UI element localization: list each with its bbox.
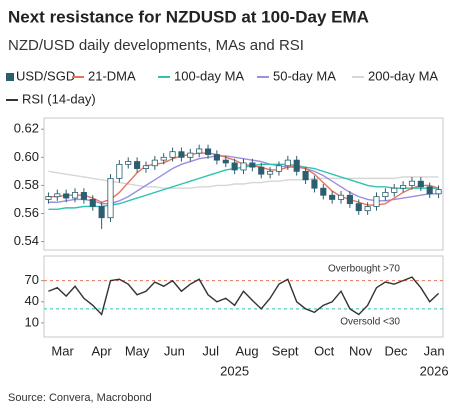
candle-body — [400, 185, 407, 189]
x-tick-label: Dec — [384, 343, 408, 358]
candle-body — [222, 159, 229, 164]
x-year-label: 2026 — [420, 363, 449, 378]
candle-body — [71, 192, 79, 199]
candle-body — [373, 196, 380, 207]
candle-body — [293, 159, 300, 172]
candle-body — [107, 177, 114, 219]
candle-body — [391, 187, 398, 193]
candle-body — [98, 206, 105, 219]
candle-body — [178, 151, 185, 158]
candle-body — [249, 162, 256, 168]
reference-label: Oversold <30 — [340, 316, 400, 327]
y-tick-label: 40 — [25, 293, 39, 308]
candle-body — [346, 194, 353, 205]
candle-body — [382, 192, 389, 198]
candle-body — [302, 170, 309, 181]
candle-body — [80, 192, 87, 200]
source: Source: Convera, Macrobond — [8, 392, 152, 404]
candle-body — [311, 179, 318, 189]
panel-frame — [43, 255, 444, 338]
candle-body — [267, 170, 274, 175]
legend-label: 50-day MA — [273, 68, 336, 83]
y-tick-label: 0.56 — [14, 205, 39, 220]
reference-label: Overbought >70 — [328, 263, 400, 274]
candle-body — [63, 193, 70, 199]
y-tick-label: 0.58 — [14, 177, 39, 192]
candle-body — [125, 161, 132, 165]
x-tick-label: Jul — [202, 343, 219, 358]
y-tick-label: 10 — [25, 314, 39, 329]
x-year-label: 2025 — [220, 363, 249, 378]
candle-body — [435, 189, 442, 195]
candle-body — [116, 163, 123, 179]
candle-body — [142, 165, 150, 169]
candle-body — [426, 186, 433, 195]
x-tick-label: Nov — [349, 343, 373, 358]
chart-subtitle: NZD/USD daily developments, MAs and RSI — [8, 37, 304, 54]
candle-body — [213, 154, 220, 161]
candle-body — [364, 206, 371, 212]
x-tick-label: Jan — [424, 343, 445, 358]
candle-body — [134, 161, 141, 169]
y-tick-label: 70 — [25, 272, 39, 287]
candle-body — [204, 148, 212, 155]
candle-body — [329, 194, 336, 200]
y-tick-label: 0.54 — [14, 233, 39, 248]
candle-body — [231, 162, 238, 171]
candle-body — [196, 148, 203, 154]
legend-swatch — [6, 73, 14, 81]
candle-body — [417, 180, 424, 188]
candle-body — [408, 180, 416, 186]
candle-body — [337, 194, 345, 200]
y-tick-label: 0.60 — [14, 149, 39, 164]
x-tick-label: Oct — [314, 343, 335, 358]
x-tick-label: Aug — [235, 343, 258, 358]
legend-label: 100-day MA — [174, 68, 244, 83]
candle-body — [258, 166, 265, 175]
legend-label: 200-day MA — [368, 68, 438, 83]
candle-body — [160, 156, 167, 161]
candle-body — [151, 159, 158, 167]
candle-body — [187, 152, 194, 158]
x-tick-label: Jun — [164, 343, 185, 358]
candle-body — [89, 199, 96, 207]
x-tick-label: Sept — [272, 343, 299, 358]
panel-frame — [43, 117, 444, 251]
series-line — [48, 276, 440, 316]
legend-label: USD/SGD — [16, 68, 75, 83]
candle-body — [284, 159, 291, 167]
legend-label: RSI (14-day) — [22, 91, 96, 106]
x-tick-label: May — [125, 343, 150, 358]
candle-body — [355, 203, 362, 212]
candle-body — [54, 193, 61, 198]
candle-body — [169, 151, 176, 158]
chart-title: Next resistance for NZDUSD at 100-Day EM… — [8, 7, 369, 26]
candle-body — [240, 162, 247, 171]
y-tick-label: 0.62 — [14, 121, 39, 136]
candle-body — [275, 165, 283, 172]
x-tick-label: Apr — [92, 343, 113, 358]
candle-body — [45, 196, 52, 200]
legend-label: 21-DMA — [88, 68, 136, 83]
x-tick-label: Mar — [51, 343, 74, 358]
candle-body — [320, 187, 327, 196]
